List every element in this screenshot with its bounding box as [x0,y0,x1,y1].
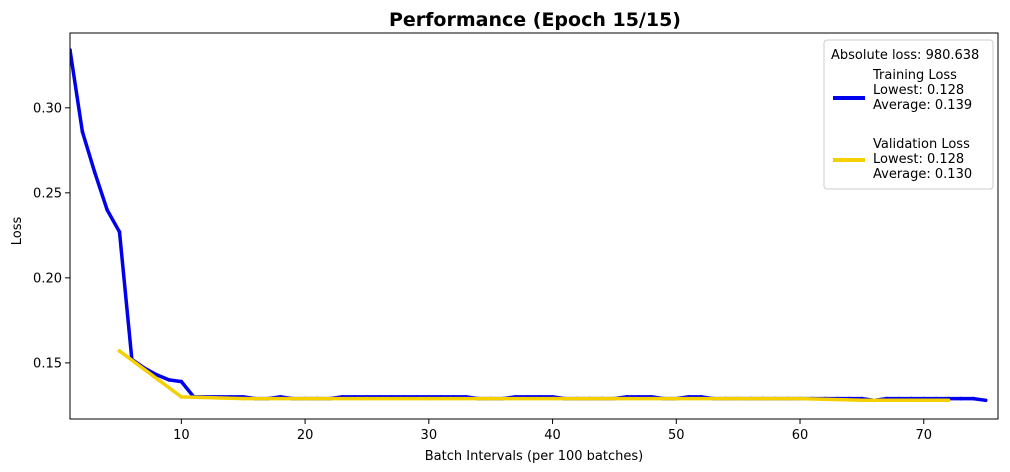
x-tick-label: 40 [544,428,561,443]
data-point-training-loss [971,396,976,401]
x-tick-label: 60 [792,428,809,443]
x-tick-label: 50 [668,428,685,443]
data-point-validation-loss [303,396,307,401]
data-point-validation-loss [241,396,246,401]
x-tick-label: 20 [297,428,314,443]
y-tick-label: 0.25 [33,186,62,201]
data-point-training-loss [92,170,97,175]
legend-validation-lowest: Lowest: 0.128 [873,152,964,167]
data-point-training-loss [167,378,171,382]
data-point-validation-loss [736,396,740,401]
y-tick-label: 0.15 [33,356,62,371]
x-axis-ticks: 10 20 30 40 50 60 70 [173,419,932,443]
data-point-training-loss [179,379,184,384]
data-point-validation-loss [612,396,617,401]
data-point-validation-loss [860,398,864,403]
data-point-training-loss [983,398,988,403]
x-axis-label: Batch Intervals (per 100 batches) [425,449,643,464]
legend-validation-name: Validation Loss [873,137,970,152]
data-point-validation-loss [365,396,369,401]
data-point-training-loss [117,230,122,234]
x-tick-label: 70 [915,428,932,443]
x-tick-label: 10 [173,428,190,443]
data-point-validation-loss [117,349,122,353]
data-point-validation-loss [798,396,802,401]
legend-training-average: Average: 0.139 [873,98,972,113]
data-point-validation-loss [550,396,555,401]
data-point-validation-loss [674,396,679,401]
y-tick-label: 0.30 [33,101,62,116]
legend: Absolute loss: 980.638 Training Loss Low… [823,39,994,190]
legend-validation-average: Average: 0.130 [873,167,972,182]
data-point-training-loss [80,129,85,134]
chart-title: Performance (Epoch 15/15) [389,9,681,31]
plot-area-frame [69,32,999,420]
legend-training-lowest: Lowest: 0.128 [873,83,964,98]
y-axis-ticks: 0.15 0.20 0.25 0.30 [33,101,70,371]
data-point-validation-loss [946,398,951,403]
data-point-validation-loss [921,398,926,403]
plot-lines [70,48,988,403]
data-point-training-loss [105,208,109,212]
data-point-training-loss [959,396,963,401]
y-axis-label: Loss [10,217,25,246]
legend-header: Absolute loss: 980.638 [831,48,979,63]
series-line-validation-loss [117,349,951,403]
legend-training-name: Training Loss [872,68,957,83]
data-point-validation-loss [488,396,493,401]
data-point-validation-loss [427,396,431,401]
x-tick-label: 30 [421,428,438,443]
y-tick-label: 0.20 [33,271,62,286]
data-point-validation-loss [179,395,184,399]
legend-box [823,39,994,190]
